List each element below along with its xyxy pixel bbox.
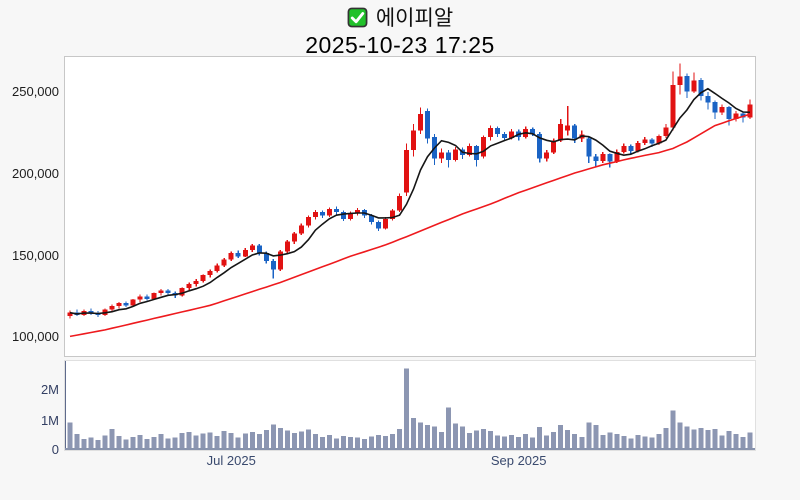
header: 에이피알 2025-10-23 17:25 [0, 0, 800, 58]
candlestick-canvas [67, 63, 753, 338]
volume-axis-label: 0 [51, 442, 59, 457]
volume-axis-label: 2M [40, 382, 59, 397]
price-axis-label: 200,000 [12, 166, 59, 181]
price-axis-label: 250,000 [12, 84, 59, 99]
x-axis-label-jul: Jul 2025 [206, 453, 256, 468]
x-axis-label-sep: Sep 2025 [490, 453, 547, 468]
volume-axis-label: 1M [40, 413, 59, 428]
volume-canvas [65, 361, 755, 450]
price-chart [64, 56, 756, 357]
title-line: 에이피알 [0, 2, 800, 32]
checkbox-icon [347, 7, 368, 27]
price-axis-label: 150,000 [12, 248, 59, 263]
timestamp: 2025-10-23 17:25 [305, 32, 495, 58]
page-title: 에이피알 [375, 7, 454, 30]
volume-chart [64, 360, 756, 451]
price-axis-label: 100,000 [12, 329, 59, 344]
